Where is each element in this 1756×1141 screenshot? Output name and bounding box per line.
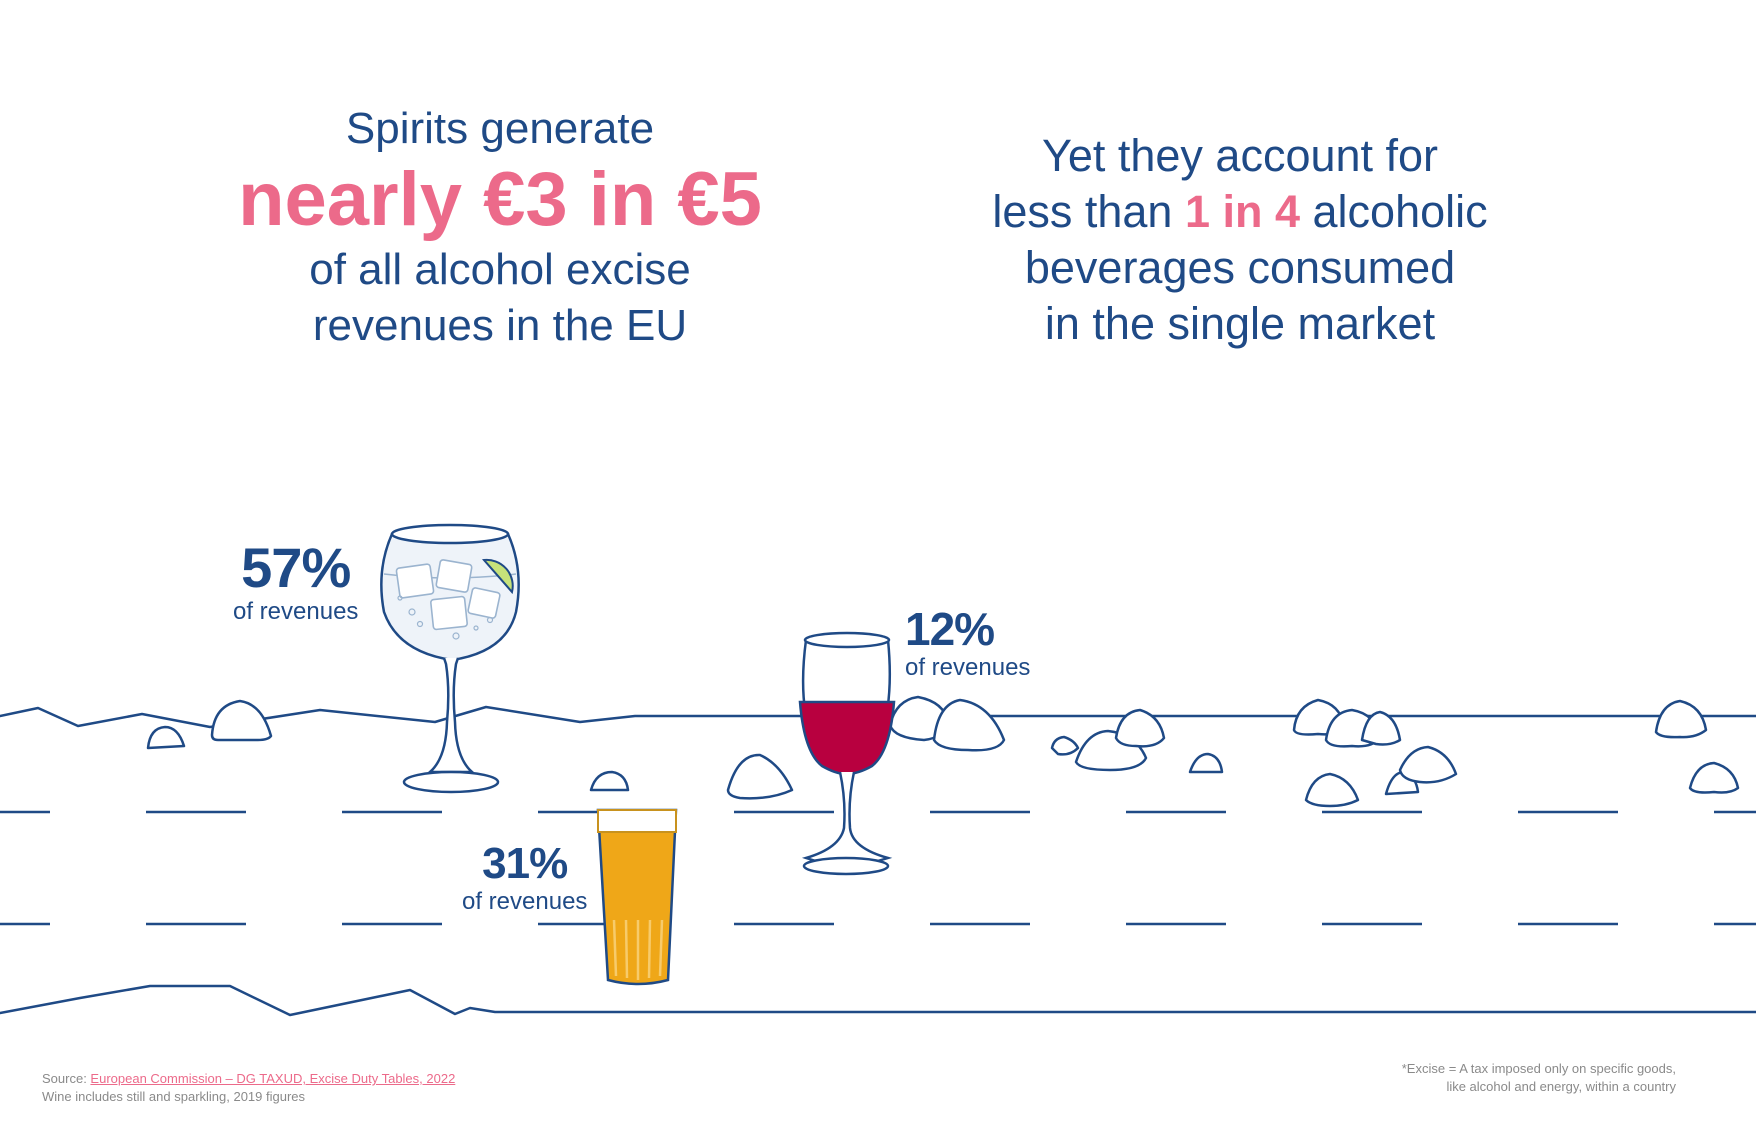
rock <box>1114 708 1166 748</box>
beer-share-label: 31% of revenues <box>462 840 587 916</box>
wine-percent: 12% <box>905 603 995 655</box>
rock <box>932 698 1006 752</box>
headline-highlight: 1 in 4 <box>1184 186 1301 237</box>
headline-line: of all alcohol excise <box>309 245 691 294</box>
left-headline: Spirits generate nearly €3 in €5 of all … <box>180 100 820 354</box>
rock <box>1654 699 1708 739</box>
source-note: Source: European Commission – DG TAXUD, … <box>42 1070 455 1106</box>
headline-line: beverages consumed <box>1024 242 1456 293</box>
spirits-caption: of revenues <box>233 598 359 625</box>
source-line: Source: European Commission – DG TAXUD, … <box>42 1070 455 1088</box>
rock <box>1688 761 1740 794</box>
wine-caption: of revenues <box>905 654 1031 681</box>
rock <box>146 725 186 750</box>
spirits-share-label: 57% of revenues <box>233 538 358 626</box>
headline-line: revenues in the EU <box>312 301 688 350</box>
wine-glass-icon <box>798 631 896 876</box>
right-headline: Yet they account for less than 1 in 4 al… <box>940 128 1540 352</box>
headline-text: less than <box>992 186 1185 237</box>
excise-definition: *Excise = A tax imposed only on specific… <box>1402 1060 1676 1096</box>
excise-note-line: *Excise = A tax imposed only on specific… <box>1401 1061 1676 1076</box>
rock <box>1304 772 1360 808</box>
excise-note-line: like alcohol and energy, within a countr… <box>1446 1079 1676 1094</box>
beer-percent: 31% <box>482 839 568 888</box>
rock <box>726 753 794 800</box>
headline-line: Yet they account for <box>1041 130 1439 181</box>
road-top-edge <box>0 705 1756 729</box>
road-bottom-edge <box>0 984 1756 1017</box>
headline-line: in the single market <box>1044 298 1436 349</box>
rock <box>1398 745 1458 784</box>
spirits-glass-icon <box>380 523 520 794</box>
rock <box>1050 735 1080 756</box>
headline-text: alcoholic <box>1300 186 1488 237</box>
rock <box>1188 752 1224 774</box>
headline-line: less than 1 in 4 alcoholic <box>940 184 1540 240</box>
rock <box>589 770 630 792</box>
rock <box>1360 710 1402 746</box>
spirits-percent: 57% <box>241 536 351 599</box>
wine-share-label: 12% of revenues <box>905 604 1030 682</box>
headline-highlight: nearly €3 in €5 <box>238 157 762 242</box>
source-link[interactable]: European Commission – DG TAXUD, Excise D… <box>90 1071 456 1086</box>
wine-note: Wine includes still and sparkling, 2019 … <box>42 1089 306 1104</box>
beer-glass-icon <box>596 808 678 986</box>
beer-caption: of revenues <box>462 888 588 915</box>
rocks <box>146 695 1740 808</box>
rock <box>210 699 273 742</box>
headline-line: Spirits generate <box>345 104 655 153</box>
source-prefix: Source: <box>42 1071 91 1086</box>
